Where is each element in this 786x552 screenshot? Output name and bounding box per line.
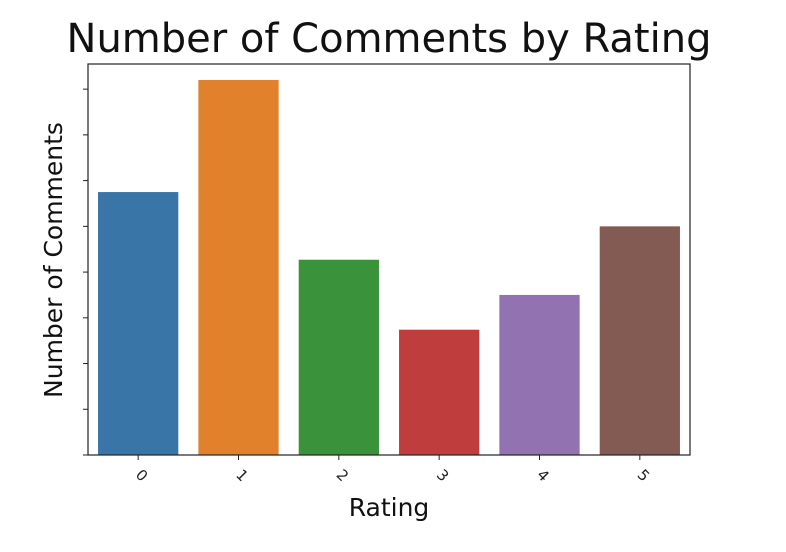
- bar-rating-3: [399, 329, 480, 455]
- y-axis-label: Number of Comments: [39, 122, 68, 398]
- bar-rating-5: [599, 226, 680, 455]
- plot-frame: [87, 63, 691, 456]
- y-ticks-group: [83, 88, 88, 456]
- x-tick-label: 4: [533, 466, 552, 485]
- x-ticks-group: 0 1 2 3 4 5: [132, 455, 653, 485]
- x-tick-label: 0: [132, 466, 151, 485]
- x-tick-label: 5: [634, 466, 653, 485]
- x-tick-label: 3: [433, 466, 452, 485]
- bar-rating-2: [298, 259, 379, 455]
- bar-rating-1: [198, 80, 279, 455]
- x-tick-label: 1: [232, 466, 251, 485]
- bars-group: [98, 80, 680, 456]
- bar-rating-4: [499, 294, 580, 455]
- x-axis-label: Rating: [349, 493, 430, 522]
- bar-rating-0: [98, 192, 179, 456]
- x-tick-label: 2: [333, 466, 352, 485]
- chart-title: Number of Comments by Rating: [67, 16, 712, 62]
